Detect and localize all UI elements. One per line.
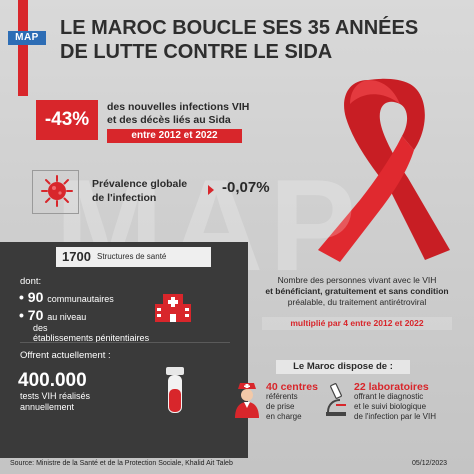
structures-label: Structures de santé bbox=[97, 252, 167, 261]
labos-count: 22 laboratoires bbox=[354, 381, 429, 393]
referral-centres: 40 centres référents de prise en charge bbox=[266, 382, 326, 422]
laboratories: 22 laboratoires offrant le diagnostic et… bbox=[354, 382, 472, 422]
centres-count: 40 centres bbox=[266, 381, 318, 393]
prevalence-label-line-1: Prévalence globale bbox=[92, 178, 188, 190]
prison-label-etab: établissements pénitentiaires bbox=[33, 333, 150, 343]
tests-label-line-1: tests VIH réalisés bbox=[20, 391, 91, 401]
arrow-right-icon bbox=[208, 185, 214, 195]
tests-label-line-2: annuellement bbox=[20, 402, 75, 412]
panel-divider bbox=[20, 342, 230, 343]
community-number: 90 bbox=[27, 289, 44, 305]
title-line-2: DE LUTTE CONTRE LE SIDA bbox=[60, 41, 333, 63]
hospital-icon bbox=[155, 294, 191, 322]
virus-icon bbox=[41, 175, 73, 207]
tests-number: 400.000 bbox=[18, 370, 87, 391]
labos-line-2: et le suivi biologique bbox=[354, 402, 427, 411]
morocco-heading: Le Maroc dispose de : bbox=[293, 361, 393, 372]
infection-text-line-1: des nouvelles infections VIH bbox=[107, 101, 250, 113]
prison-number: 70 bbox=[27, 307, 44, 323]
tests-label: tests VIH réalisés annuellement bbox=[20, 391, 130, 413]
publish-date: 05/12/2023 bbox=[412, 460, 448, 467]
header-accent-bar bbox=[18, 0, 28, 96]
dont-label: dont: bbox=[20, 276, 42, 287]
infection-text-line-2: et des décès liés au Sida bbox=[107, 114, 231, 126]
labos-line-3: de l'infection par le VIH bbox=[354, 412, 437, 421]
structures-number: 1700 bbox=[62, 249, 91, 264]
treatment-description: Nombre des personnes vivant avec le VIH … bbox=[250, 275, 464, 308]
community-structures: • 90 communautaires bbox=[19, 289, 114, 305]
treatment-line-1: Nombre des personnes vivant avec le VIH bbox=[277, 275, 437, 285]
infection-decrease-badge: -43% bbox=[36, 100, 98, 140]
prevalence-label: Prévalence globale de l'infection bbox=[92, 177, 202, 205]
treatment-line-3: préalable, du traitement antirétroviral bbox=[287, 297, 427, 307]
structures-bar bbox=[56, 247, 211, 267]
test-tube-icon bbox=[166, 367, 184, 413]
morocco-heading-bar bbox=[276, 360, 410, 374]
infection-decrease-text: des nouvelles infections VIH et des décè… bbox=[107, 101, 277, 127]
prison-label-cont: des établissements pénitentiaires bbox=[33, 323, 149, 343]
centres-line-3: en charge bbox=[266, 412, 302, 421]
prison-label: au niveau bbox=[47, 312, 87, 322]
prevalence-value: -0,07% bbox=[222, 179, 270, 196]
centres-line-1: référents bbox=[266, 392, 298, 401]
infection-period-badge: entre 2012 et 2022 bbox=[107, 129, 242, 143]
virus-frame bbox=[32, 170, 79, 214]
source-credit: Source: Ministre de la Santé et de la Pr… bbox=[10, 460, 233, 467]
page-title: LE MAROC BOUCLE SES 35 ANNÉES DE LUTTE C… bbox=[60, 16, 460, 64]
prison-label-des: des bbox=[33, 323, 48, 333]
labos-line-1: offrant le diagnostic bbox=[354, 392, 424, 401]
treatment-multiplier: multiplié par 4 entre 2012 et 2022 bbox=[290, 318, 424, 328]
centres-line-2: de prise bbox=[266, 402, 295, 411]
prison-structures: • 70 au niveau bbox=[19, 307, 87, 323]
microscope-icon bbox=[326, 383, 346, 416]
treatment-line-2: et bénéficiant, gratuitement et sans con… bbox=[265, 286, 449, 296]
aids-ribbon-icon bbox=[318, 78, 450, 262]
multiplier-bar bbox=[262, 317, 452, 330]
map-logo: MAP bbox=[8, 31, 46, 45]
tests-intro: Offrent actuellement : bbox=[20, 350, 111, 361]
title-line-1: LE MAROC BOUCLE SES 35 ANNÉES bbox=[60, 17, 419, 39]
prevalence-label-line-2: de l'infection bbox=[92, 192, 157, 204]
community-label: communautaires bbox=[47, 294, 114, 304]
structures-panel bbox=[0, 242, 248, 458]
nurse-icon bbox=[235, 383, 259, 418]
